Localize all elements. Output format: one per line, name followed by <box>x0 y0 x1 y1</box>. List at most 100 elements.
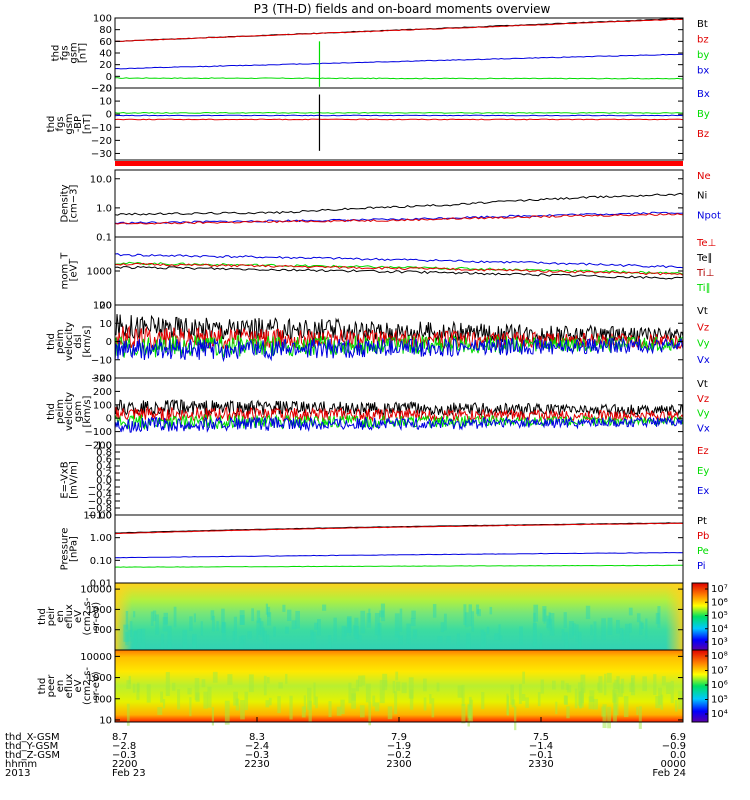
spectrogram-texture <box>616 619 620 634</box>
spectrogram-texture <box>177 689 181 710</box>
spectrogram-texture <box>387 706 393 720</box>
y-axis-label: [cm−3] <box>69 185 80 223</box>
legend-entry: Pb <box>697 531 709 542</box>
spectrogram-texture <box>457 685 463 698</box>
colorbar-label: 10⁶ <box>711 680 728 691</box>
spectrogram-texture <box>266 634 270 650</box>
spectrogram-texture <box>532 623 537 647</box>
y-tick-label: −20 <box>91 136 112 147</box>
y-axis-label: fgs <box>60 45 71 60</box>
spectrogram-texture <box>268 697 272 706</box>
series-line <box>114 261 684 275</box>
panel-10: 10⁴ 10⁵ 10⁶ 10⁷ 10⁸ 10 100 1000 10000 thdpeerenef… <box>37 649 728 731</box>
y-tick-label: 0.10 <box>90 556 112 567</box>
x-row-label: 2013 <box>5 768 30 779</box>
y-axis-label: en <box>55 610 66 623</box>
y-axis-label: gsm <box>69 42 80 63</box>
spectrogram-texture <box>563 695 568 705</box>
y-tick-label: 40 <box>99 49 112 60</box>
y-tick-label: 0 <box>106 414 112 425</box>
spectrogram-texture <box>360 610 366 634</box>
spectrogram-texture <box>374 702 380 712</box>
spectrogram-texture <box>446 636 452 643</box>
y-tick-label: 10 <box>99 97 112 108</box>
x-tick-label: −0.9 <box>662 741 686 752</box>
y-tick-label: 10.00 <box>83 511 112 522</box>
spectrogram-texture <box>392 680 396 694</box>
y-tick-label: −1.0 <box>88 511 112 522</box>
spectrogram-texture <box>267 612 272 626</box>
panel-frame <box>114 444 684 516</box>
spectrogram-texture <box>200 621 203 636</box>
spectrogram-texture <box>555 701 558 715</box>
spectrogram-texture <box>432 604 437 618</box>
y-tick-label: 0 <box>106 110 112 121</box>
x-tick-label: 6.9 <box>670 732 686 743</box>
spectrogram-texture <box>489 606 493 615</box>
spectrogram-texture <box>406 623 411 644</box>
spectrogram-texture <box>189 616 193 631</box>
spectrogram-texture <box>674 700 678 712</box>
y-axis-label: [mV/m] <box>69 461 80 499</box>
spectrogram-texture <box>629 623 632 633</box>
spectrogram-texture <box>661 676 666 686</box>
spectrogram-texture <box>346 617 352 633</box>
spectrogram-texture <box>466 632 471 656</box>
panel-4: 100 1000 mom_T[eV] Te⊥ Te∥ Ti⊥ Ti∥ <box>60 236 716 312</box>
legend-entry: bz <box>697 35 709 46</box>
spectrogram-texture <box>201 679 206 688</box>
spectrogram-texture <box>358 675 363 687</box>
y-axis-label: (cm2-s- <box>82 597 93 635</box>
y-axis-label: thd <box>51 45 62 62</box>
legend-entry: Vy <box>697 339 710 350</box>
spectrogram-texture <box>670 680 674 704</box>
y-tick-label: 300 <box>93 374 112 385</box>
panel-8: 0.01 0.10 1.00 10.00 Pressure[nPa] Pt Pb Pe Pi <box>60 511 710 590</box>
panel-frame <box>114 17 684 89</box>
y-axis-label: [km/s] <box>82 395 93 427</box>
spectrogram-texture <box>409 689 414 710</box>
y-tick-label: 20 <box>99 84 112 95</box>
spectrogram-texture <box>498 624 501 641</box>
spectrogram-texture <box>410 618 416 627</box>
y-axis-label: thd <box>37 608 48 625</box>
legend-entry: Ey <box>697 466 709 477</box>
spectrogram-texture <box>655 696 661 709</box>
spectrogram-texture <box>560 680 565 690</box>
spectrogram-texture <box>440 622 445 633</box>
spectrogram-texture <box>150 611 154 626</box>
spectrogram-texture <box>510 684 514 705</box>
spectrogram-texture <box>322 604 327 611</box>
spectrogram-texture <box>483 631 487 647</box>
spectrogram-texture <box>189 697 192 717</box>
series-line <box>114 265 684 280</box>
spectrogram-texture <box>227 674 233 685</box>
y-axis-label: peir <box>46 606 57 626</box>
spectrogram-texture <box>152 610 157 622</box>
x-tick-label: Feb 23 <box>112 768 146 779</box>
spectrogram-texture <box>233 691 238 706</box>
spectrogram-texture <box>394 630 400 639</box>
spectrogram-texture <box>303 695 306 713</box>
spectrogram-texture <box>614 679 619 689</box>
spectrogram-texture <box>361 675 366 686</box>
series-line <box>114 551 684 559</box>
series-line <box>115 77 684 80</box>
spectrogram-texture <box>160 691 164 703</box>
spectrogram-texture <box>182 629 188 653</box>
x-tick-label: 2330 <box>528 759 553 770</box>
legend-entry: Ne <box>697 171 711 182</box>
spectrogram-texture <box>239 615 245 625</box>
y-axis-label: eflux <box>64 674 75 699</box>
series-line <box>114 53 684 70</box>
spectrogram-texture <box>267 606 271 617</box>
panel-frame <box>114 87 684 161</box>
spectrogram-texture <box>494 633 500 641</box>
panel-frame <box>114 514 684 584</box>
y-axis-label: E=-VxB <box>60 461 71 498</box>
y-tick-label: 0 <box>106 72 112 83</box>
spectrogram-texture <box>604 673 607 696</box>
spectrogram-texture <box>157 707 163 715</box>
spectrogram-texture <box>333 617 337 642</box>
